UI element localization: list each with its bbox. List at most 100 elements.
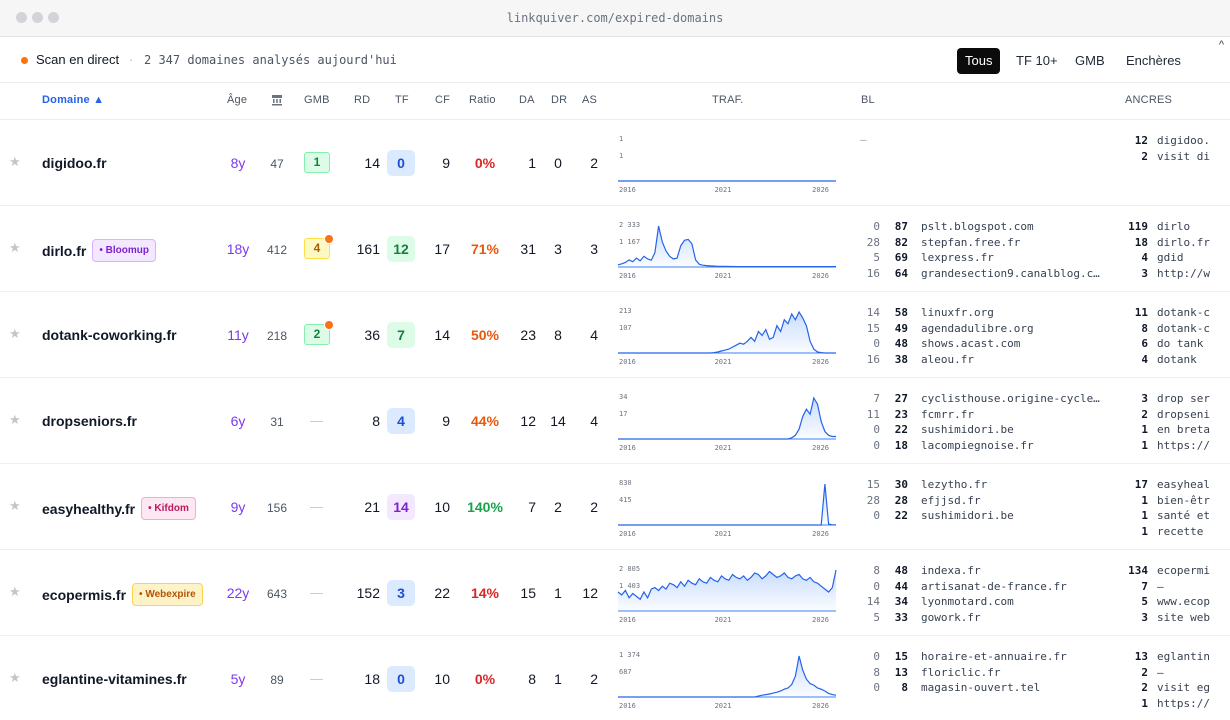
table-row[interactable]: ★ easyhealthy.fr • Kifdom 9y 156—21 14 10 140% 7…	[0, 464, 1230, 550]
domain-name[interactable]: dirlo.fr • Bloomup	[42, 239, 156, 264]
star-icon[interactable]: ★	[9, 670, 21, 685]
backlink-domain[interactable]: lexpress.fr	[921, 251, 994, 265]
backlink-item[interactable]: 14 34 lyonmotard.com	[860, 594, 1110, 610]
table-row[interactable]: ★ dropseniors.fr 6y 31—8 4 9 44% 12 14 4 34 17 2016 2…	[0, 378, 1230, 464]
backlink-domain[interactable]: lacompiegnoise.fr	[921, 438, 1034, 452]
minimize-window-button[interactable]	[32, 12, 43, 23]
backlink-domain[interactable]: linuxfr.org	[921, 306, 994, 319]
domain-label[interactable]: dotank-coworking.fr	[42, 327, 177, 343]
column-da[interactable]: DA	[519, 94, 535, 106]
backlink-item[interactable]: 5 33 gowork.fr	[860, 610, 1110, 626]
domain-name[interactable]: eglantine-vitamines.fr	[42, 671, 187, 687]
table-row[interactable]: ★ eglantine-vitamines.fr 5y 89—18 0 10 0% 8 1 2 1 …	[0, 636, 1230, 720]
backlink-domain[interactable]: stepfan.free.fr	[921, 235, 1021, 249]
domain-name[interactable]: easyhealthy.fr • Kifdom	[42, 497, 196, 522]
backlink-item[interactable]: 16 64 grandesection9.canalblog.c…	[860, 266, 1110, 282]
traffic-chart[interactable]: 1 1 2016 2021 2026	[616, 130, 840, 198]
domain-label[interactable]: dropseniors.fr	[42, 413, 137, 429]
backlink-item[interactable]: 15 30 lezytho.fr	[860, 477, 1110, 493]
backlink-domain[interactable]: sushimidori.be	[921, 423, 1014, 437]
backlink-domain[interactable]: magasin-ouvert.tel	[921, 681, 1041, 695]
filter-all[interactable]: Tous	[957, 48, 1001, 74]
backlink-domain[interactable]: shows.acast.com	[921, 337, 1021, 351]
backlink-item[interactable]: 28 82 stepfan.free.fr	[860, 235, 1110, 251]
column-ratio[interactable]: Ratio	[469, 94, 496, 106]
table-row[interactable]: ★ ecopermis.fr • Webexpire 22y 643 — 152 3 22 14%…	[0, 550, 1230, 636]
backlink-domain[interactable]: artisanat-de-france.fr	[921, 579, 1067, 593]
backlink-domain[interactable]: indexa.fr	[921, 564, 981, 577]
column-age[interactable]: Âge	[227, 94, 248, 106]
backlink-domain[interactable]: agendadulibre.org	[921, 321, 1034, 335]
backlink-domain[interactable]: grandesection9.canalblog.c…	[921, 266, 1100, 280]
table-row[interactable]: ★ dirlo.fr • Bloomup 18y 412 4 161 12 17 71% 31 3 3 2…	[0, 206, 1230, 292]
backlink-domain[interactable]: cyclisthouse.origine-cycle…	[921, 392, 1100, 405]
filter-gmb[interactable]: GMB	[1075, 53, 1105, 68]
column-rd[interactable]: RD	[354, 94, 371, 106]
backlink-domain[interactable]: lyonmotard.com	[921, 595, 1014, 609]
column-tf[interactable]: TF	[395, 94, 409, 106]
archive-icon[interactable]	[271, 94, 283, 109]
address-bar[interactable]: linkquiver.com/expired-domains	[506, 11, 724, 25]
gmb-badge[interactable]: 1	[304, 152, 330, 173]
column-gmb[interactable]: GMB	[304, 94, 330, 106]
backlink-item[interactable]: 0 22 sushimidori.be	[860, 422, 1110, 438]
backlink-item[interactable]: 28 28 efjjsd.fr	[860, 493, 1110, 509]
backlink-domain[interactable]: pslt.blogspot.com	[921, 220, 1034, 233]
backlink-domain[interactable]: horaire-et-annuaire.fr	[921, 650, 1067, 663]
domain-label[interactable]: eglantine-vitamines.fr	[42, 671, 187, 687]
star-icon[interactable]: ★	[9, 326, 21, 341]
star-icon[interactable]: ★	[9, 240, 21, 255]
table-row[interactable]: ★ digidoo.fr 8y 47 1 14 0 9 0% 1 0 2 1 1 2016 2021 2026 —…	[0, 120, 1230, 206]
traffic-chart[interactable]: 213 107 2016 2021 2026	[616, 302, 840, 370]
column-traffic[interactable]: TRAF.	[712, 94, 744, 106]
backlink-item[interactable]: 0 87 pslt.blogspot.com	[860, 219, 1110, 235]
backlink-item[interactable]: 0 48 shows.acast.com	[860, 336, 1110, 352]
traffic-chart[interactable]: 34 17 2016 2021 2026	[616, 388, 840, 456]
domain-label[interactable]: dirlo.fr	[42, 243, 87, 260]
backlink-domain[interactable]: efjjsd.fr	[921, 493, 981, 507]
backlink-item[interactable]: 14 58 linuxfr.org	[860, 305, 1110, 321]
domain-name[interactable]: digidoo.fr	[42, 155, 107, 171]
backlink-domain[interactable]: gowork.fr	[921, 610, 981, 624]
star-icon[interactable]: ★	[9, 584, 21, 599]
traffic-chart[interactable]: 830 415 2016 2021 2026	[616, 474, 840, 542]
gmb-badge[interactable]: 4	[304, 234, 334, 259]
traffic-chart[interactable]: 2 805 1 403 2016 2021 2026	[616, 560, 840, 628]
column-backlinks[interactable]: BL	[861, 94, 875, 106]
column-domain[interactable]: Domaine ▲	[42, 94, 105, 106]
backlink-domain[interactable]: fcmrr.fr	[921, 407, 974, 421]
backlink-domain[interactable]: sushimidori.be	[921, 509, 1014, 523]
star-icon[interactable]: ★	[9, 412, 21, 427]
backlink-item[interactable]: 8 13 floriclic.fr	[860, 665, 1110, 681]
backlink-domain[interactable]: lezytho.fr	[921, 478, 988, 491]
backlink-domain[interactable]: floriclic.fr	[921, 665, 1001, 679]
backlink-item[interactable]: 0 44 artisanat-de-france.fr	[860, 579, 1110, 595]
column-cf[interactable]: CF	[435, 94, 451, 106]
table-row[interactable]: ★ dotank-coworking.fr 11y 218 2 36 7 14 50% 23 8 4 2…	[0, 292, 1230, 378]
column-dr[interactable]: DR	[551, 94, 568, 106]
close-window-button[interactable]	[16, 12, 27, 23]
backlink-item[interactable]: 8 48 indexa.fr	[860, 563, 1110, 579]
domain-name[interactable]: ecopermis.fr • Webexpire	[42, 583, 203, 608]
domain-name[interactable]: dropseniors.fr	[42, 413, 137, 429]
domain-name[interactable]: dotank-coworking.fr	[42, 327, 177, 343]
backlink-item[interactable]: 15 49 agendadulibre.org	[860, 321, 1110, 337]
traffic-chart[interactable]: 2 333 1 167 2016 2021 2026	[616, 216, 840, 284]
backlink-item[interactable]: 7 27 cyclisthouse.origine-cycle…	[860, 391, 1110, 407]
backlink-item[interactable]: 0 18 lacompiegnoise.fr	[860, 438, 1110, 454]
domain-label[interactable]: digidoo.fr	[42, 155, 107, 171]
scroll-up-arrow-icon[interactable]: ^	[1218, 39, 1225, 51]
domain-label[interactable]: easyhealthy.fr	[42, 501, 136, 518]
column-anchors[interactable]: ANCRES	[1125, 94, 1173, 106]
traffic-chart[interactable]: 1 374 687 2016 2021 2026	[616, 646, 840, 714]
backlink-item[interactable]: 0 22 sushimidori.be	[860, 508, 1110, 524]
backlink-item[interactable]: 16 38 aleou.fr	[860, 352, 1110, 368]
star-icon[interactable]: ★	[9, 498, 21, 513]
star-icon[interactable]: ★	[9, 154, 21, 169]
maximize-window-button[interactable]	[48, 12, 59, 23]
backlink-item[interactable]: 5 69 lexpress.fr	[860, 250, 1110, 266]
backlink-item[interactable]: 0 15 horaire-et-annuaire.fr	[860, 649, 1110, 665]
domain-label[interactable]: ecopermis.fr	[42, 587, 127, 604]
gmb-badge[interactable]: 2	[304, 320, 334, 345]
backlink-item[interactable]: 11 23 fcmrr.fr	[860, 407, 1110, 423]
